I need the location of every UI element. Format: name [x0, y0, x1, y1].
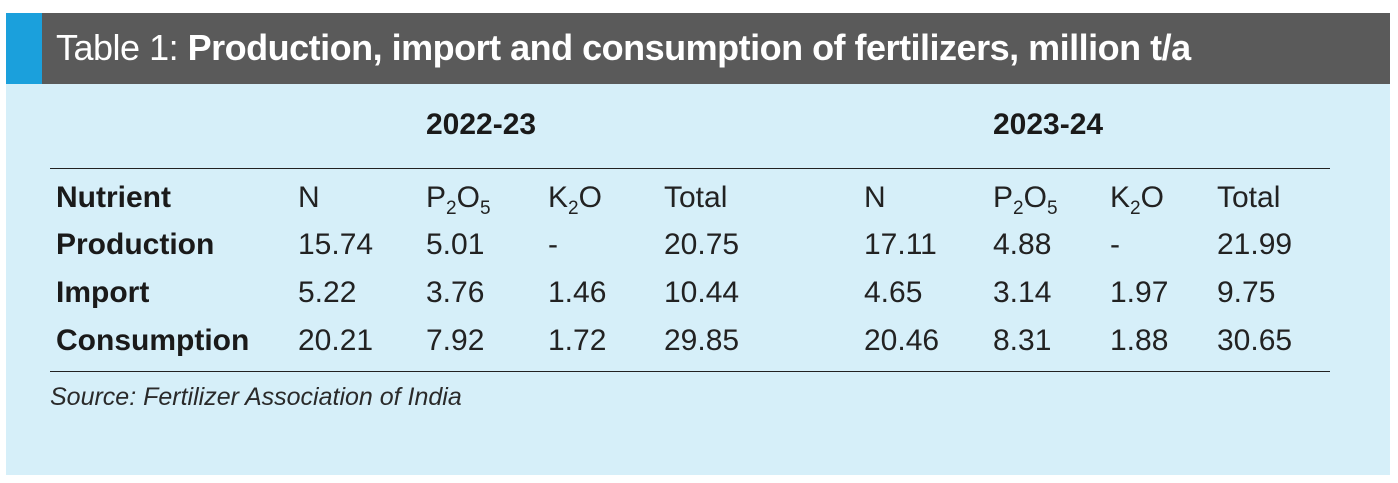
col-header-k2o: K2O	[548, 181, 602, 219]
col-header-p2o5-2: P2O5	[993, 181, 1058, 219]
footer-rule	[50, 371, 1330, 372]
table-cell: 1.46	[548, 276, 607, 309]
table-number: Table 1:	[56, 27, 188, 68]
table-cell: 4.65	[864, 276, 923, 309]
table-cell: 4.88	[993, 228, 1052, 261]
table-cell: 3.76	[426, 276, 485, 309]
column-label-nutrient: Nutrient	[56, 181, 171, 214]
table-cell: 20.46	[864, 324, 940, 357]
year-header-2023-24: 2023-24	[993, 108, 1104, 141]
col-header-total: Total	[664, 181, 728, 214]
table-cell: 30.65	[1217, 324, 1293, 357]
col-header-total-2: Total	[1217, 181, 1281, 214]
table-cell: 1.72	[548, 324, 607, 357]
source-note: Source: Fertilizer Association of India	[50, 383, 462, 411]
table-cell: 1.88	[1110, 324, 1169, 357]
table-header-bar: Table 1: Production, import and consumpt…	[6, 13, 1390, 84]
table-cell: 20.75	[664, 228, 740, 261]
table-cell: 17.11	[864, 228, 937, 261]
header-accent-strip	[6, 13, 42, 84]
col-header-n-2: N	[864, 181, 886, 214]
header-rule	[50, 168, 1330, 169]
table-cell: 8.31	[993, 324, 1052, 357]
row-label-import: Import	[56, 276, 150, 309]
table-cell: 29.85	[664, 324, 740, 357]
table-title: Table 1: Production, import and consumpt…	[56, 28, 1191, 68]
table-cell: 10.44	[664, 276, 740, 309]
year-header-2022-23: 2022-23	[426, 108, 537, 141]
row-label-production: Production	[56, 228, 215, 261]
table-cell: -	[1110, 228, 1120, 261]
table-cell: 1.97	[1110, 276, 1169, 309]
table-caption: Production, import and consumption of fe…	[187, 27, 1192, 68]
col-header-n: N	[298, 181, 320, 214]
table-cell: 5.22	[298, 276, 357, 309]
col-header-p2o5: P2O5	[426, 181, 491, 219]
table-cell: 9.75	[1217, 276, 1276, 309]
col-header-k2o-2: K2O	[1110, 181, 1164, 219]
row-label-consumption: Consumption	[56, 324, 250, 357]
table-cell: 21.99	[1217, 228, 1293, 261]
table-panel: Table 1: Production, import and consumpt…	[6, 13, 1390, 475]
table-cell: 20.21	[298, 324, 374, 357]
table-cell: 3.14	[993, 276, 1052, 309]
table-cell: 7.92	[426, 324, 485, 357]
table-cell: -	[548, 228, 558, 261]
table-cell: 15.74	[298, 228, 374, 261]
table-cell: 5.01	[426, 228, 485, 261]
